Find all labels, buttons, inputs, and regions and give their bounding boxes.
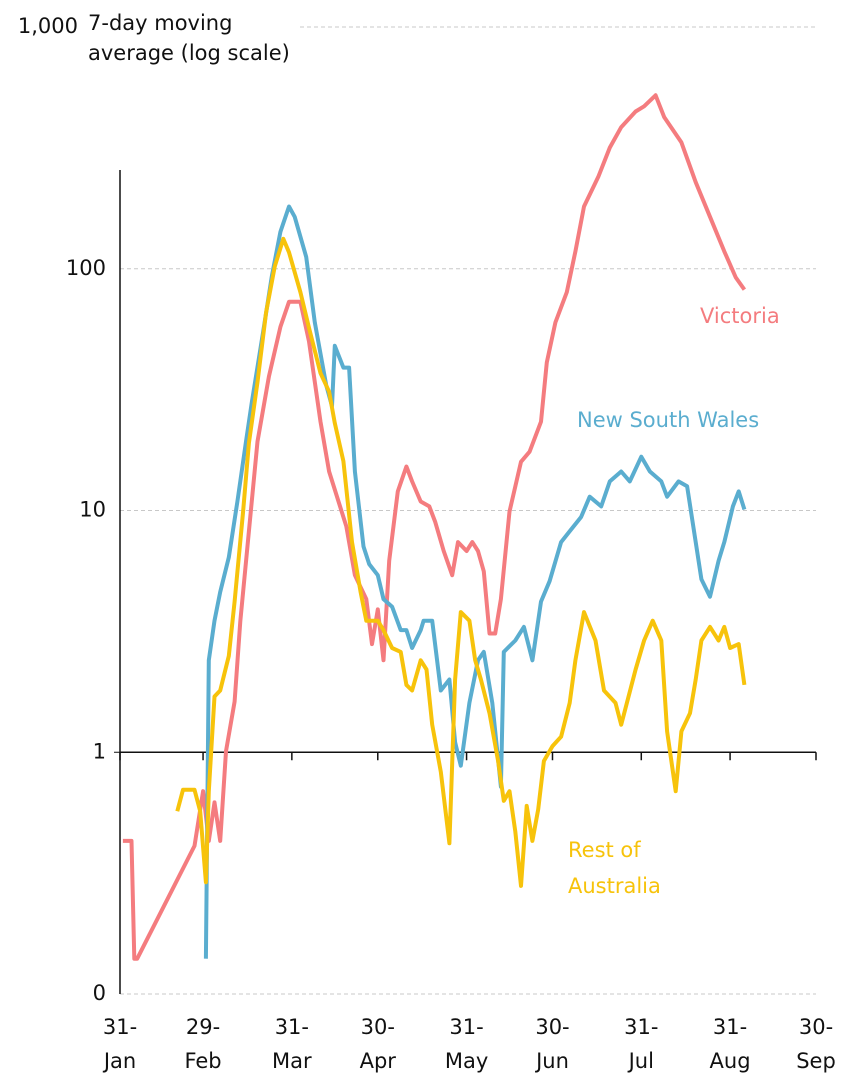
y-tick-label: 100 <box>66 256 106 280</box>
series-label: Rest of Australia <box>568 838 661 898</box>
x-tick-label: 31- Jul <box>624 1015 659 1073</box>
x-tick-label: 30- Sep <box>796 1015 836 1073</box>
x-tick-label: 30- Apr <box>359 1015 396 1073</box>
y-tick-label: 1,000 <box>18 14 78 38</box>
y-axis-title: 7-day moving average (log scale) <box>88 11 290 65</box>
y-tick-label: 0 <box>93 981 106 1005</box>
x-tick-label: 31- Mar <box>272 1015 312 1073</box>
y-tick-label: 10 <box>79 498 106 522</box>
x-tick-label: 31- Jan <box>102 1015 138 1073</box>
series-label: New South Wales <box>577 408 760 432</box>
x-tick-label: 29- Feb <box>184 1015 222 1073</box>
series-line <box>203 204 747 959</box>
x-tick-label: 31- May <box>444 1015 489 1073</box>
series-label: Victoria <box>700 304 780 328</box>
x-tick-label: 31- Aug <box>709 1015 751 1073</box>
y-tick-label: 1 <box>93 739 106 763</box>
series-line <box>175 236 747 888</box>
series-line <box>122 93 747 961</box>
x-tick-label: 30- Jun <box>535 1015 570 1073</box>
